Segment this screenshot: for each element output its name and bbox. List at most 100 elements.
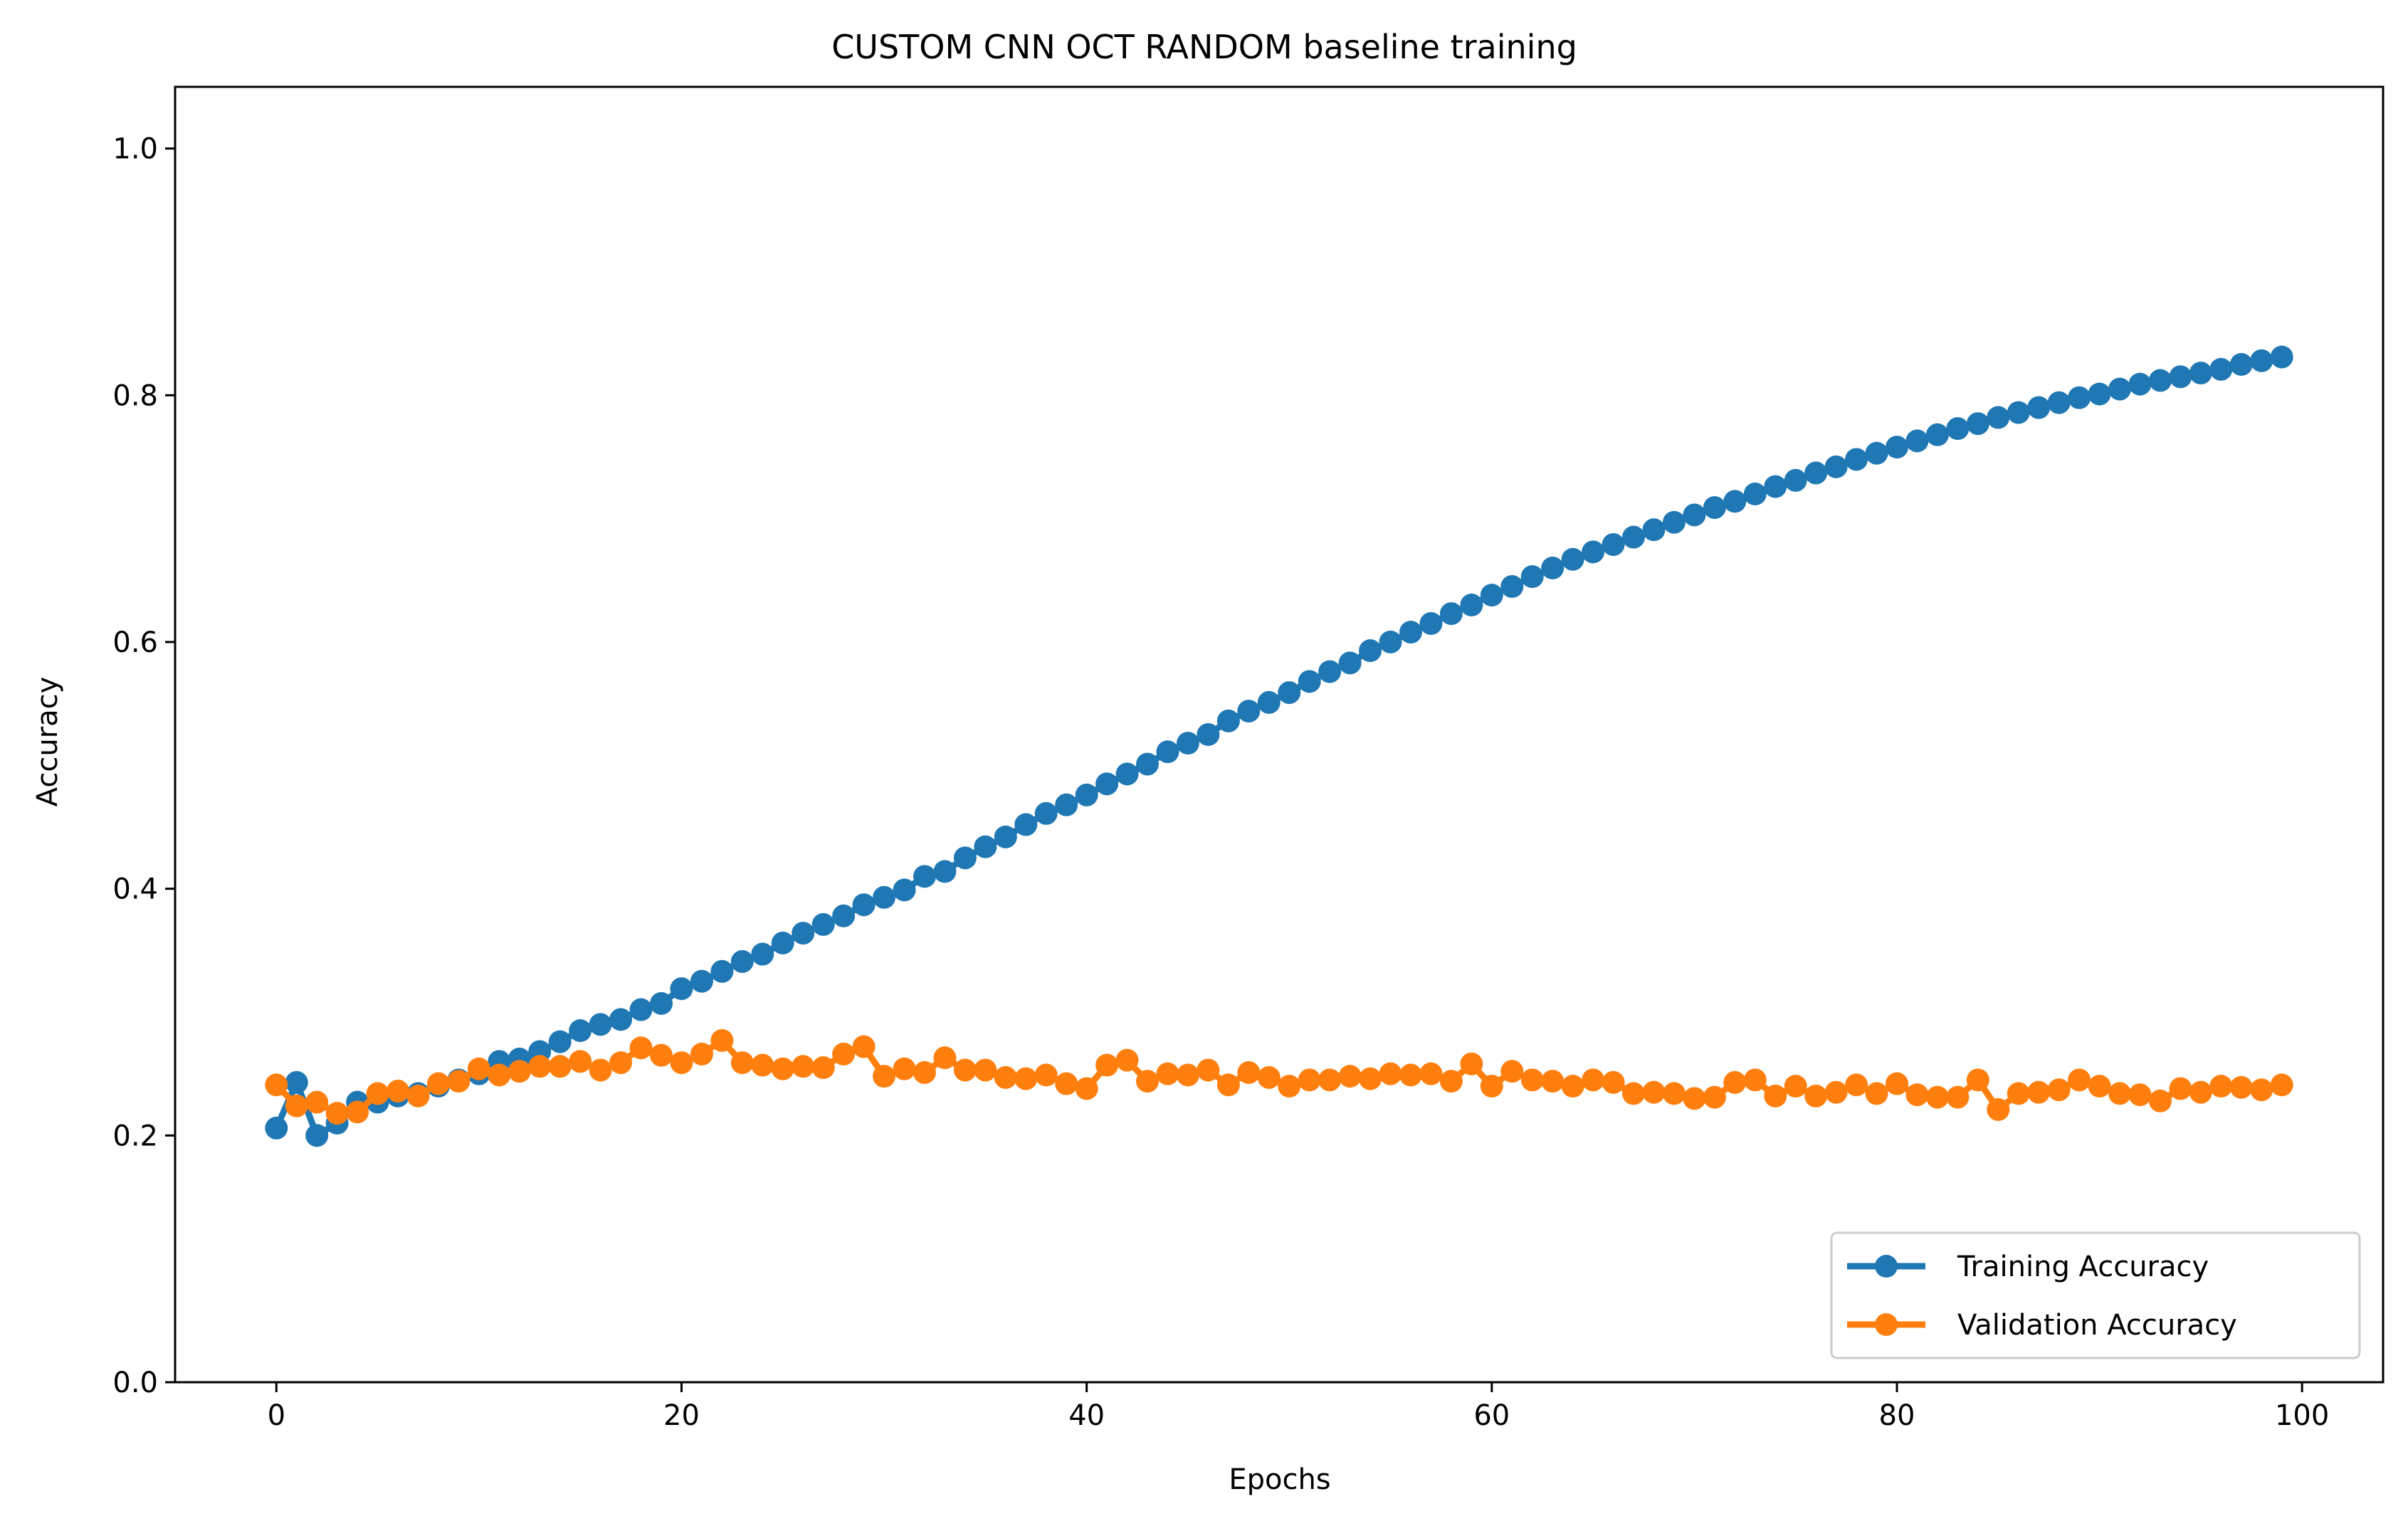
y-tick-label: 0.4	[112, 873, 158, 906]
validation-accuracy-point	[2047, 1078, 2071, 1102]
validation-accuracy-point	[1156, 1062, 1179, 1085]
validation-accuracy-point	[1642, 1080, 1666, 1104]
x-tick-label: 80	[1879, 1399, 1915, 1432]
training-accuracy-point	[1460, 594, 1483, 616]
training-accuracy-point	[873, 885, 896, 909]
validation-accuracy-point	[1216, 1073, 1240, 1097]
validation-accuracy-point	[650, 1043, 673, 1067]
x-tick-label: 40	[1068, 1399, 1105, 1432]
training-accuracy-point	[1136, 752, 1160, 776]
validation-accuracy-point	[1237, 1061, 1261, 1084]
legend-marker-training-accuracy	[1875, 1255, 1898, 1278]
training-accuracy-point	[974, 835, 997, 858]
validation-accuracy-point	[1662, 1082, 1686, 1105]
training-accuracy-point	[1075, 783, 1098, 806]
training-accuracy-point	[1379, 631, 1402, 653]
x-tick-label: 0	[268, 1399, 285, 1432]
validation-accuracy-point	[629, 1036, 653, 1060]
validation-accuracy-point	[1905, 1083, 1929, 1107]
validation-accuracy-point	[1257, 1065, 1281, 1089]
training-accuracy-point	[2007, 401, 2030, 424]
validation-accuracy-point	[569, 1050, 592, 1073]
training-accuracy-point	[1500, 575, 1524, 598]
training-accuracy-point	[569, 1019, 592, 1042]
training-accuracy-point	[1824, 455, 1848, 478]
training-accuracy-point	[305, 1124, 329, 1147]
training-accuracy-point	[710, 959, 734, 983]
training-accuracy-point	[1359, 639, 1382, 663]
validation-accuracy-point	[467, 1057, 490, 1080]
plot-area	[174, 85, 2385, 1384]
axes-frame	[174, 85, 2385, 1384]
validation-accuracy-point	[1034, 1063, 1058, 1087]
validation-accuracy-point	[1318, 1068, 1342, 1092]
y-tick-label: 0.8	[112, 379, 158, 412]
validation-accuracy-point	[1987, 1098, 2010, 1121]
validation-accuracy-point	[2148, 1089, 2172, 1112]
training-accuracy-point	[1703, 496, 1726, 520]
training-accuracy-point	[1055, 793, 1078, 816]
validation-accuracy-point	[387, 1079, 410, 1103]
training-accuracy-point	[650, 991, 673, 1015]
validation-accuracy-point	[873, 1065, 896, 1088]
training-accuracy-point	[1743, 483, 1767, 505]
training-accuracy-point	[1602, 533, 1625, 557]
validation-accuracy-point	[893, 1057, 916, 1080]
validation-accuracy-point	[994, 1065, 1017, 1089]
legend-box	[1830, 1231, 2361, 1359]
validation-accuracy-point	[346, 1100, 369, 1124]
training-accuracy-point	[1338, 651, 1362, 675]
training-accuracy-point	[1298, 670, 1321, 693]
validation-accuracy-point	[406, 1084, 430, 1107]
validation-accuracy-point	[1743, 1068, 1767, 1092]
training-accuracy-point	[2189, 362, 2212, 385]
validation-accuracy-point	[1480, 1075, 1503, 1098]
training-accuracy-point	[1439, 602, 1463, 626]
validation-accuracy-point	[548, 1055, 572, 1078]
validation-accuracy-point	[974, 1058, 997, 1082]
validation-accuracy-point	[1885, 1072, 1908, 1095]
validation-accuracy-point	[771, 1057, 794, 1080]
validation-accuracy-point	[305, 1090, 329, 1114]
training-accuracy-point	[811, 912, 835, 936]
validation-accuracy-point	[2270, 1073, 2293, 1097]
training-accuracy-point	[285, 1070, 308, 1094]
training-accuracy-point	[2169, 365, 2192, 389]
validation-accuracy-point	[670, 1051, 693, 1075]
validation-accuracy-point	[1014, 1067, 1038, 1090]
training-accuracy-point	[1034, 801, 1058, 825]
validation-accuracy-point	[1824, 1080, 1848, 1104]
validation-accuracy-point	[1197, 1058, 1220, 1082]
validation-accuracy-point	[2169, 1077, 2192, 1100]
validation-accuracy-point	[933, 1046, 957, 1070]
y-axis-label: Accuracy	[31, 677, 64, 807]
validation-accuracy-point	[2068, 1068, 2091, 1092]
validation-accuracy-point	[1359, 1067, 1382, 1090]
training-accuracy-point	[629, 998, 653, 1021]
training-accuracy-point	[1764, 475, 1787, 498]
training-accuracy-point	[1257, 690, 1281, 714]
training-accuracy-point	[1399, 621, 1422, 644]
validation-accuracy-point	[1399, 1063, 1422, 1087]
validation-accuracy-point	[1298, 1068, 1321, 1092]
training-accuracy-point	[832, 904, 856, 927]
validation-accuracy-point	[913, 1061, 936, 1084]
training-accuracy-point	[1946, 417, 1970, 441]
validation-accuracy-point	[690, 1042, 713, 1065]
validation-accuracy-point	[1764, 1084, 1787, 1107]
training-accuracy-point	[2027, 396, 2051, 419]
training-accuracy-point	[1480, 584, 1503, 607]
y-tick-label: 0.0	[112, 1367, 158, 1399]
validation-accuracy-point	[426, 1072, 450, 1095]
training-accuracy-point	[2250, 349, 2273, 372]
training-accuracy-point	[1966, 412, 1989, 436]
validation-accuracy-point	[1622, 1082, 1646, 1105]
validation-accuracy-point	[2250, 1078, 2273, 1102]
validation-accuracy-point	[1723, 1070, 1747, 1094]
x-axis-ticks: 0 20 40 60 80 100	[268, 1382, 2329, 1432]
legend-marker-validation-accuracy	[1875, 1313, 1898, 1336]
training-accuracy-point	[933, 860, 957, 883]
validation-accuracy-point	[2229, 1075, 2253, 1099]
training-accuracy-point	[1541, 557, 1565, 579]
